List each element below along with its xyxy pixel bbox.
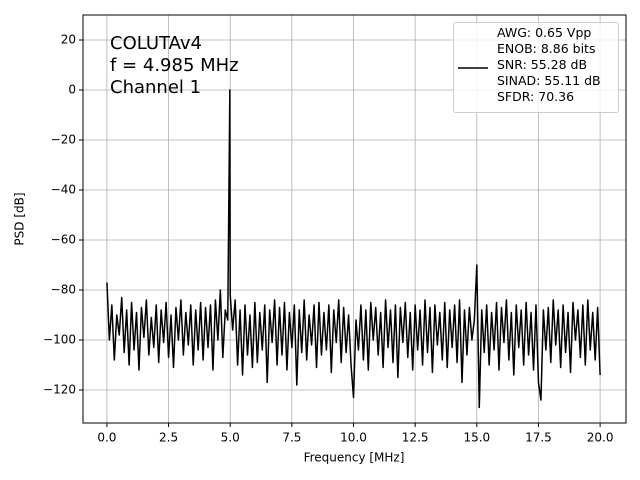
y-tick-label: −40 [51, 183, 76, 197]
x-tick-label: 5.0 [221, 431, 240, 445]
legend-line-sample [458, 67, 488, 69]
x-tick-label: 7.5 [282, 431, 301, 445]
y-tick-label: 20 [61, 33, 76, 47]
annotation: Channel 1 [110, 77, 201, 98]
x-tick-label: 10.0 [340, 431, 367, 445]
plot-area [106, 89, 601, 409]
x-tick-label: 0.0 [97, 431, 116, 445]
y-tick-label: −80 [51, 283, 76, 297]
annotation: f = 4.985 MHz [110, 55, 239, 76]
y-tick-label: −120 [43, 383, 76, 397]
psd-line [106, 89, 601, 409]
x-axis-label: Frequency [MHz] [304, 451, 405, 465]
y-tick-label: −60 [51, 233, 76, 247]
axes-frame [82, 14, 627, 424]
y-tick-label: 0 [68, 83, 76, 97]
y-tick-label: −100 [43, 333, 76, 347]
legend-label: AWG: 0.65 Vpp ENOB: 8.86 bits SNR: 55.28… [497, 25, 601, 104]
x-tick-label: 17.5 [525, 431, 552, 445]
annotation: COLUTAv4 [110, 33, 202, 54]
x-tick-label: 12.5 [402, 431, 429, 445]
x-tick-label: 20.0 [587, 431, 614, 445]
y-tick-label: −20 [51, 133, 76, 147]
x-tick-label: 2.5 [159, 431, 178, 445]
y-axis-label: PSD [dB] [13, 192, 27, 245]
x-tick-label: 15.0 [463, 431, 490, 445]
